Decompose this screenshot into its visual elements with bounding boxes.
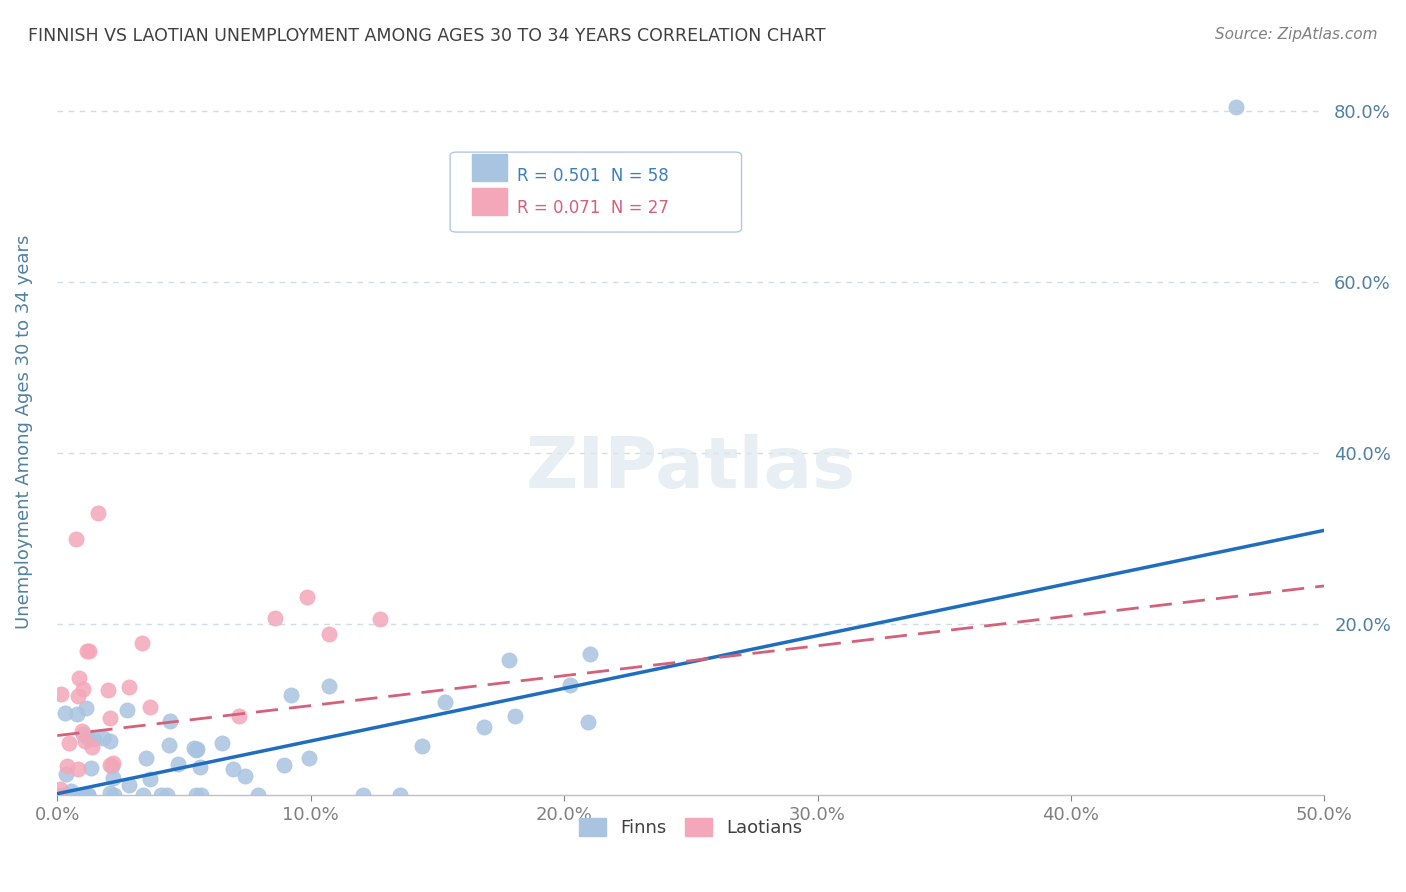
Point	[72, 727, 94, 741]
Point	[67, 690, 90, 704]
Point	[69, 788, 91, 802]
Point	[80, 739, 103, 754]
Point	[132, 788, 155, 802]
Text: FINNISH VS LAOTIAN UNEMPLOYMENT AMONG AGES 30 TO 34 YEARS CORRELATION CHART: FINNISH VS LAOTIAN UNEMPLOYMENT AMONG AG…	[28, 27, 825, 45]
Point	[186, 741, 208, 756]
Point	[98, 711, 121, 725]
Point	[101, 756, 124, 770]
Point	[1225, 100, 1247, 114]
Point	[558, 678, 581, 692]
Point	[75, 700, 97, 714]
Point	[72, 788, 94, 802]
Point	[77, 643, 100, 657]
Point	[150, 788, 173, 802]
Point	[80, 761, 103, 775]
Point	[87, 506, 110, 520]
Point	[72, 682, 94, 697]
Point	[131, 636, 153, 650]
Point	[134, 750, 156, 764]
Point	[76, 788, 98, 802]
Point	[56, 759, 79, 773]
Point	[49, 782, 72, 797]
Point	[190, 788, 212, 802]
Point	[101, 771, 124, 785]
Point	[156, 788, 179, 802]
Point	[411, 739, 433, 753]
Point	[51, 688, 73, 702]
Point	[318, 627, 340, 641]
Legend: Finns, Laotians: Finns, Laotians	[572, 811, 810, 845]
Point	[388, 788, 411, 802]
Point	[246, 788, 269, 802]
Point	[188, 760, 211, 774]
Point	[228, 709, 250, 723]
Point	[472, 721, 495, 735]
Point	[233, 768, 256, 782]
Bar	[471, 153, 508, 181]
Point	[579, 648, 602, 662]
Point	[157, 738, 180, 752]
Y-axis label: Unemployment Among Ages 30 to 34 years: Unemployment Among Ages 30 to 34 years	[15, 235, 32, 629]
Point	[55, 767, 77, 781]
Point	[297, 751, 319, 765]
Point	[352, 788, 374, 802]
Point	[100, 758, 122, 772]
Point	[184, 743, 207, 757]
Point	[77, 731, 100, 745]
Point	[295, 591, 318, 605]
Point	[503, 709, 526, 723]
Point	[318, 679, 340, 693]
Point	[98, 786, 121, 800]
Point	[56, 788, 79, 802]
Point	[98, 734, 121, 748]
Point	[159, 714, 181, 728]
Text: R = 0.071  N = 27: R = 0.071 N = 27	[517, 199, 669, 217]
Point	[433, 695, 456, 709]
Point	[138, 700, 160, 714]
Point	[280, 688, 302, 702]
Point	[52, 788, 75, 802]
Point	[53, 706, 76, 721]
Point	[264, 611, 287, 625]
Text: R = 0.501  N = 58: R = 0.501 N = 58	[517, 167, 669, 186]
Point	[73, 734, 96, 748]
Point	[77, 788, 100, 802]
Point	[83, 731, 105, 746]
Point	[91, 731, 114, 745]
Point	[60, 783, 83, 797]
Point	[58, 736, 80, 750]
Point	[76, 643, 98, 657]
Bar	[471, 187, 508, 215]
Point	[166, 757, 188, 772]
Point	[70, 724, 93, 739]
Point	[118, 778, 141, 792]
Point	[118, 681, 141, 695]
Point	[576, 715, 599, 730]
Point	[49, 788, 72, 802]
Point	[62, 788, 84, 802]
Text: Source: ZipAtlas.com: Source: ZipAtlas.com	[1215, 27, 1378, 42]
Point	[67, 672, 90, 686]
Point	[211, 736, 233, 750]
Point	[115, 703, 138, 717]
Point	[103, 788, 125, 802]
Point	[183, 740, 205, 755]
Point	[97, 682, 120, 697]
Point	[67, 762, 90, 776]
Point	[368, 612, 391, 626]
Point	[139, 772, 162, 786]
Point	[101, 758, 124, 772]
Point	[221, 763, 243, 777]
Text: ZIPatlas: ZIPatlas	[526, 434, 856, 503]
Point	[273, 757, 295, 772]
Point	[184, 788, 207, 802]
Point	[498, 653, 520, 667]
FancyBboxPatch shape	[450, 153, 741, 232]
Point	[66, 706, 89, 721]
Point	[65, 532, 87, 546]
